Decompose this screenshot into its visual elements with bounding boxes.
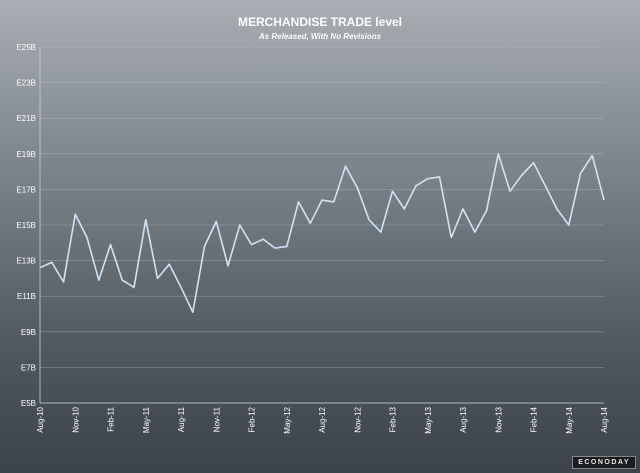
x-tick-label: Nov-11	[212, 406, 221, 432]
axes	[39, 47, 604, 404]
x-tick-label: May-12	[283, 406, 292, 433]
x-tick-label: Aug-11	[177, 406, 186, 432]
y-tick-label: E11B	[17, 292, 36, 301]
x-tick-label: May-11	[142, 406, 151, 433]
chart-title: MERCHANDISE TRADE level	[238, 15, 402, 29]
y-tick-label: E25B	[16, 43, 36, 52]
x-tick-label: Nov-10	[71, 406, 80, 432]
y-tick-label: E7B	[21, 363, 36, 372]
y-tick-label: E15B	[16, 221, 36, 230]
chart-subtitle: As Released, With No Revisions	[258, 32, 382, 41]
y-axis-ticks: E5B E7B E9B E11B E13B E15B E17B E19B E21B E23B E25…	[16, 43, 36, 408]
x-tick-label: Aug-12	[318, 406, 327, 432]
x-tick-label: Feb-14	[530, 406, 539, 432]
y-tick-label: E5B	[21, 399, 36, 408]
series-line-0	[39, 153, 605, 314]
x-tick-label: Feb-12	[248, 406, 257, 432]
x-tick-label: May-13	[424, 406, 433, 433]
y-tick-label: E19B	[16, 150, 36, 159]
x-tick-label: May-14	[565, 406, 574, 433]
y-tick-label: E23B	[16, 79, 36, 88]
x-tick-label: Feb-11	[107, 406, 116, 431]
x-axis-ticks: Aug-10 Nov-10 Feb-11 May-11 Aug-11 Nov-11 Feb-…	[36, 406, 609, 433]
y-tick-label: E21B	[16, 114, 36, 123]
y-tick-label: E17B	[16, 185, 36, 194]
x-tick-label: Aug-14	[600, 406, 609, 432]
y-tick-label: E13B	[16, 257, 36, 266]
x-tick-label: Aug-13	[459, 406, 468, 432]
x-tick-label: Nov-13	[494, 406, 503, 432]
watermark-text: ECONODAY	[578, 459, 630, 466]
series-layer	[39, 153, 605, 314]
grid	[40, 46, 604, 404]
x-tick-label: Feb-13	[389, 406, 398, 432]
x-tick-label: Aug-10	[36, 406, 45, 432]
x-tick-label: Nov-12	[353, 406, 362, 432]
y-tick-label: E9B	[21, 328, 36, 337]
econoday-logo: ECONODAY	[572, 456, 636, 469]
